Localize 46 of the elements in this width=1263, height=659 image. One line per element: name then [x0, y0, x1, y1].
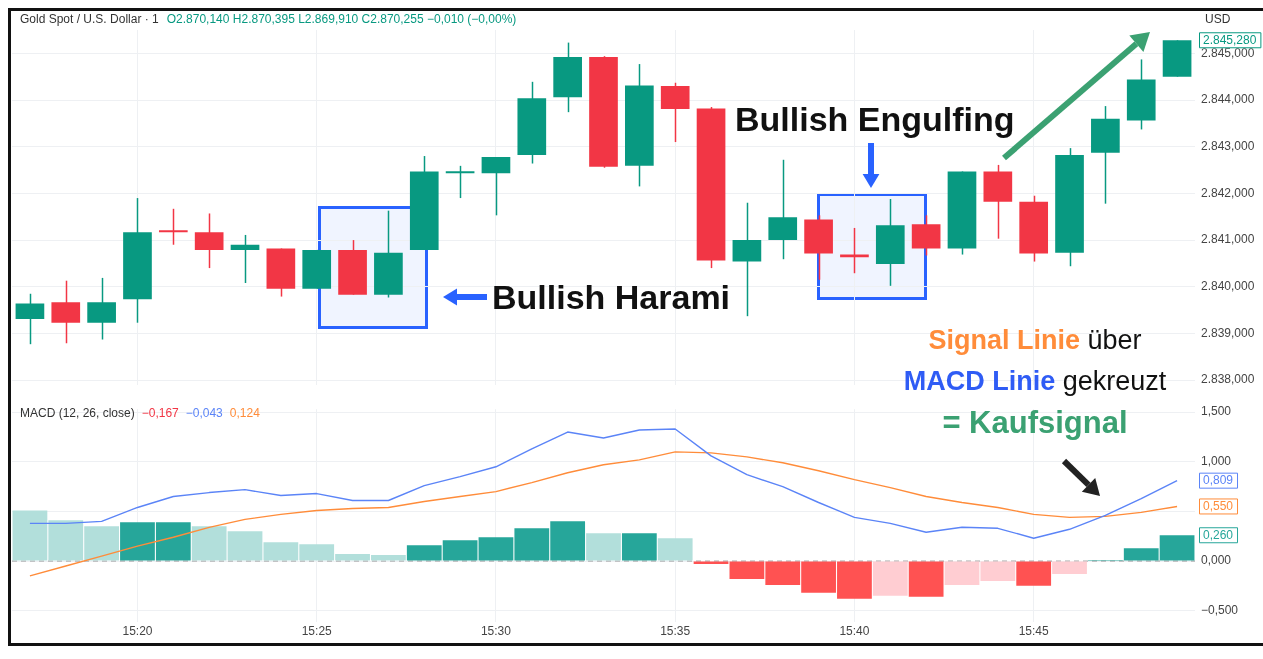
chart-title: MACD (12, 26, close): [20, 406, 135, 420]
y-tick-label: 2.838,000: [1201, 372, 1255, 387]
y-tick-label: −0,500: [1201, 602, 1239, 617]
chart-title: Gold Spot / U.S. Dollar · 1: [20, 12, 159, 26]
y-tick-label: 2.839,000: [1201, 325, 1255, 340]
candlestick: [158, 208, 188, 246]
bar: [586, 533, 621, 561]
bar: [1016, 561, 1052, 586]
bar: [872, 561, 908, 596]
y-tick-label: 2.842,000: [1201, 185, 1255, 200]
chart-subtitle: O2.870,140 H2.870,395 L2.869,910 C2.870,255 −0,010 (−0,00%): [166, 12, 517, 26]
annotation: 0,124: [229, 406, 260, 420]
annotation: über: [1087, 325, 1142, 355]
annotation: MACD Linie: [903, 366, 1056, 396]
x-tick-label: 15:30: [480, 624, 512, 639]
text: 0,260: [1203, 528, 1234, 543]
y-tick-label: 1,500: [1201, 404, 1232, 419]
y-tick-label: 2.844,000: [1201, 92, 1255, 107]
y-tick-label: 2.840,000: [1201, 279, 1255, 294]
y-tick-label: 1,000: [1201, 454, 1232, 469]
annotation: Bullish Harami: [492, 278, 731, 317]
annotation: Signal Linie: [928, 325, 1080, 355]
text: 2.845,280: [1203, 33, 1257, 48]
x-tick-label: 15:40: [839, 624, 870, 639]
bar: [657, 538, 693, 561]
bar: [621, 533, 657, 561]
bar: [1052, 561, 1087, 574]
y-axis-title: USD: [1205, 12, 1231, 26]
text: 0,550: [1203, 499, 1234, 514]
y-tick-label: 2.841,000: [1201, 232, 1255, 247]
y-tick-label: 0,000: [1201, 553, 1232, 568]
annotation: −0,043: [185, 406, 223, 420]
x-tick-label: 15:45: [1018, 624, 1050, 639]
x-tick-label: 15:35: [660, 624, 691, 639]
text: 0,809: [1203, 473, 1234, 488]
x-tick-label: 15:25: [301, 624, 333, 639]
y-tick-label: 2.843,000: [1201, 139, 1255, 154]
annotation: = Kaufsignal: [942, 405, 1128, 440]
x-tick-label: 15:20: [122, 624, 153, 639]
annotation: −0,167: [141, 406, 179, 420]
annotation: gekreuzt: [1062, 366, 1167, 396]
y-tick-label: 2.845,000: [1201, 45, 1255, 60]
candlestick: [230, 234, 260, 284]
bar: [908, 561, 944, 597]
annotation: Bullish Engulfing: [735, 100, 1015, 139]
candlestick: [445, 165, 475, 199]
